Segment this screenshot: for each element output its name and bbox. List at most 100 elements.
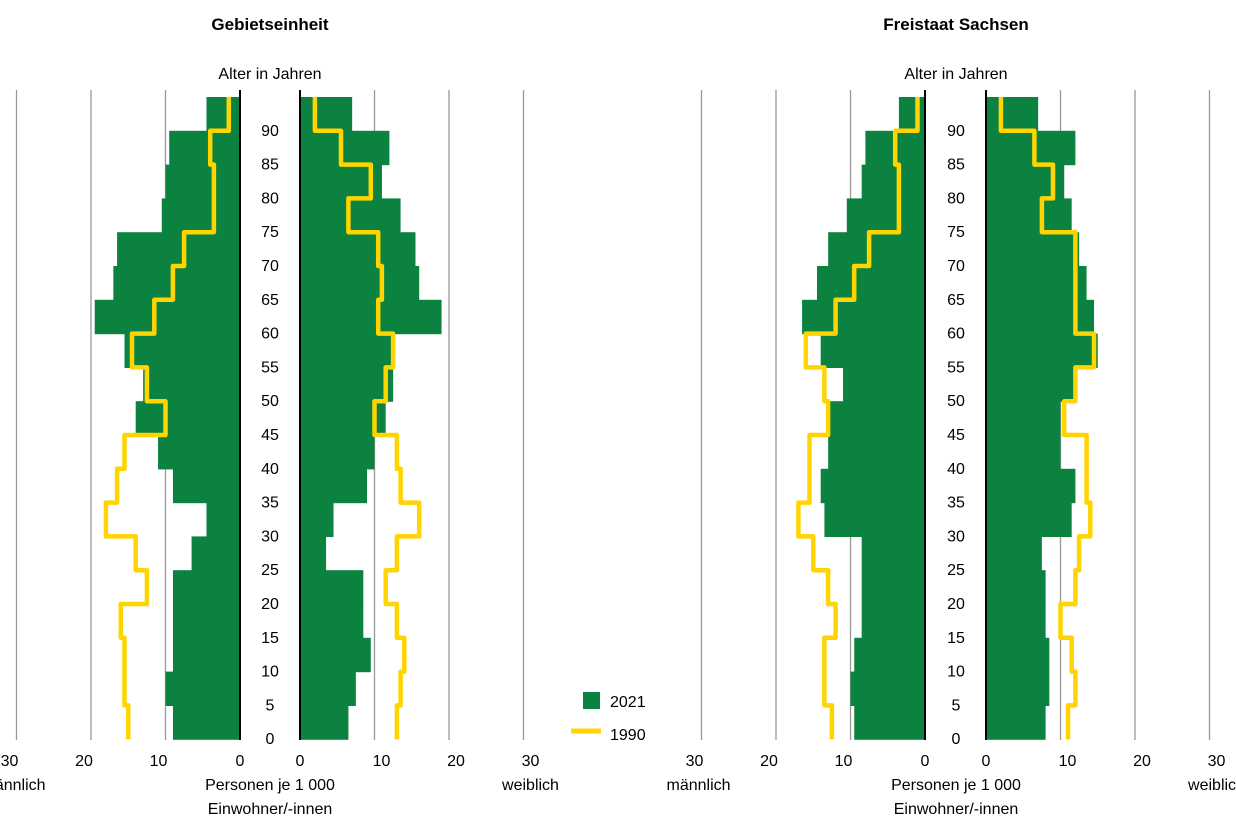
age-tick-label-80: 80 [261, 190, 279, 207]
bar-2021-male-age-70 [828, 232, 925, 267]
age-tick-label-5: 5 [952, 697, 961, 714]
x-tick-left-20: 20 [760, 753, 778, 770]
x-tick-left-10: 10 [835, 753, 853, 770]
bar-2021-female-age-5 [300, 671, 356, 706]
x-tick-left-10: 10 [150, 753, 168, 770]
bar-2021-male-age-55 [820, 333, 925, 368]
bar-2021-female-age-70 [986, 232, 1080, 267]
bar-2021-female-age-85 [986, 130, 1076, 166]
bar-2021-female-age-5 [986, 671, 1050, 706]
age-tick-label-85: 85 [947, 157, 965, 174]
bar-2021-female-age-65 [300, 266, 420, 301]
bar-2021-female-age-55 [986, 333, 1098, 368]
bar-2021-female-age-55 [300, 333, 394, 368]
bar-2021-female-age-65 [986, 266, 1087, 301]
bar-2021-male-age-85 [169, 130, 240, 166]
bar-2021-male-age-10 [172, 637, 240, 673]
age-tick-label-15: 15 [261, 630, 279, 647]
age-tick-label-15: 15 [947, 630, 965, 647]
age-tick-label-65: 65 [261, 292, 279, 309]
age-tick-label-35: 35 [261, 495, 279, 512]
bar-2021-female-age-0 [986, 705, 1046, 740]
bar-2021-female-age-60 [986, 299, 1095, 335]
bar-2021-male-age-55 [124, 333, 240, 368]
age-tick-label-40: 40 [947, 461, 965, 478]
x-tick-right-30: 30 [1208, 753, 1226, 770]
age-axis-label: Alter in Jahren [904, 66, 1007, 83]
bar-2021-male-age-60 [802, 299, 925, 335]
chart-title: Gebietseinheit [211, 15, 328, 34]
age-tick-label-60: 60 [261, 326, 279, 343]
label-weiblich: weiblich [501, 777, 559, 794]
age-tick-label-60: 60 [947, 326, 965, 343]
age-tick-label-0: 0 [266, 731, 275, 748]
legend: 2021 1990 [571, 692, 646, 744]
bar-2021-male-age-0 [854, 705, 925, 740]
age-tick-label-45: 45 [261, 427, 279, 444]
age-tick-label-10: 10 [261, 664, 279, 681]
bar-2021-male-age-50 [843, 367, 925, 402]
x-axis-label-line2: Einwohner/-innen [208, 801, 333, 818]
age-tick-label-25: 25 [947, 562, 965, 579]
bar-2021-female-age-45 [300, 401, 386, 436]
bar-2021-female-age-10 [300, 637, 371, 673]
line-1990-male [796, 97, 920, 740]
bar-2021-female-age-0 [300, 705, 349, 740]
age-tick-label-20: 20 [947, 596, 965, 613]
bar-2021-female-age-40 [300, 435, 375, 470]
bar-2021-male-age-15 [861, 604, 925, 639]
age-tick-label-70: 70 [261, 258, 279, 275]
bar-2021-female-age-30 [300, 502, 334, 537]
bar-2021-male-age-80 [861, 164, 925, 199]
bar-2021-female-age-25 [300, 536, 327, 571]
age-tick-label-55: 55 [947, 359, 965, 376]
age-axis-label: Alter in Jahren [218, 66, 321, 83]
bar-2021-female-age-85 [300, 130, 390, 166]
age-tick-label-65: 65 [947, 292, 965, 309]
age-tick-label-80: 80 [947, 190, 965, 207]
bar-2021-female-age-15 [986, 604, 1046, 639]
age-tick-label-90: 90 [947, 123, 965, 140]
bar-2021-female-age-35 [986, 468, 1076, 504]
age-tick-label-40: 40 [261, 461, 279, 478]
line-1990-male [103, 97, 232, 740]
age-tick-label-70: 70 [947, 258, 965, 275]
bar-2021-female-age-80 [300, 164, 382, 199]
x-tick-right-30: 30 [522, 753, 540, 770]
x-tick-right-0: 0 [982, 753, 991, 770]
x-axis-label-line1: Personen je 1 000 [891, 777, 1021, 794]
pyramid-gebietseinheit: Gebietseinheit Alter in Jahren 0 5 10 15 20 25 3… [0, 15, 559, 818]
label-maennlich: männlich [666, 777, 730, 794]
x-tick-right-20: 20 [447, 753, 465, 770]
pyramid-sachsen: Freistaat Sachsen Alter in Jahren 0 5 10 15 20… [666, 15, 1236, 818]
x-tick-right-0: 0 [296, 753, 305, 770]
age-tick-label-50: 50 [261, 393, 279, 410]
age-tick-label-50: 50 [947, 393, 965, 410]
bar-2021-male-age-90 [206, 97, 240, 132]
bar-2021-male-age-5 [850, 671, 925, 706]
bar-2021-male-age-65 [816, 266, 925, 301]
legend-label-2021: 2021 [610, 694, 646, 711]
chart-title: Freistaat Sachsen [883, 15, 1029, 34]
x-axis-label-line1: Personen je 1 000 [205, 777, 335, 794]
bar-2021-female-age-60 [300, 299, 442, 335]
x-tick-left-30: 30 [686, 753, 704, 770]
bar-2021-male-age-60 [94, 299, 240, 335]
x-tick-left-30: 30 [1, 753, 19, 770]
bar-2021-female-age-20 [300, 570, 364, 605]
age-tick-label-75: 75 [261, 224, 279, 241]
age-tick-label-10: 10 [947, 664, 965, 681]
bar-2021-male-age-65 [113, 266, 240, 301]
x-tick-right-10: 10 [1059, 753, 1077, 770]
bar-2021-female-age-30 [986, 502, 1072, 537]
bar-2021-female-age-90 [300, 97, 353, 132]
label-weiblich: weiblich [1187, 777, 1236, 794]
bar-2021-female-age-50 [300, 367, 394, 402]
label-maennlich: männlich [0, 777, 46, 794]
bar-2021-male-age-15 [172, 604, 240, 639]
bar-2021-male-age-35 [820, 468, 925, 504]
bar-2021-male-age-25 [861, 536, 925, 571]
age-tick-label-20: 20 [261, 596, 279, 613]
